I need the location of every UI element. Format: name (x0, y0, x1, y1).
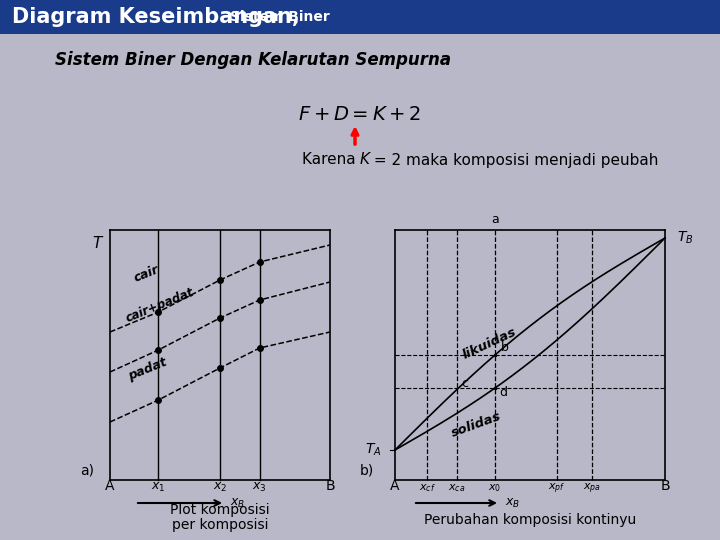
Text: = 2 maka komposisi menjadi peubah: = 2 maka komposisi menjadi peubah (369, 152, 658, 167)
Text: per komposisi: per komposisi (172, 518, 269, 532)
Text: $T_A$: $T_A$ (365, 442, 381, 458)
Text: cair+padat: cair+padat (124, 286, 197, 325)
Text: $x_{ca}$: $x_{ca}$ (449, 482, 466, 494)
Text: A: A (105, 479, 114, 493)
Text: Plot komposisi: Plot komposisi (170, 503, 270, 517)
Text: c: c (461, 377, 468, 390)
Text: cair: cair (132, 263, 161, 285)
Text: $x_{pf}$: $x_{pf}$ (548, 481, 566, 496)
Text: Sistem Biner Dengan Kelarutan Sempurna: Sistem Biner Dengan Kelarutan Sempurna (55, 51, 451, 69)
Text: $x_{pa}$: $x_{pa}$ (583, 481, 601, 496)
Text: $F + D = K + 2$: $F + D = K + 2$ (298, 105, 422, 125)
Text: $T$: $T$ (92, 235, 104, 251)
Text: $x_0$: $x_0$ (488, 482, 502, 494)
Text: a): a) (80, 464, 94, 478)
Text: a: a (491, 213, 499, 226)
Text: d: d (499, 386, 507, 399)
Text: B: B (325, 479, 335, 493)
Text: Perubahan komposisi kontinyu: Perubahan komposisi kontinyu (424, 513, 636, 527)
Text: Karena: Karena (302, 152, 360, 167)
Text: b): b) (360, 464, 374, 478)
Text: padat: padat (126, 356, 168, 383)
Text: b: b (501, 341, 509, 354)
Text: Sistem Biner: Sistem Biner (230, 10, 330, 24)
Text: $x_B$: $x_B$ (230, 496, 246, 510)
Text: $x_B$: $x_B$ (505, 496, 520, 510)
Text: $T_B$: $T_B$ (677, 230, 693, 246)
Text: solidas: solidas (449, 410, 503, 440)
Text: $x_3$: $x_3$ (252, 481, 267, 494)
Text: likuidas: likuidas (461, 326, 519, 362)
Bar (0, 0, 720, 34)
Text: Diagram Keseimbangan,: Diagram Keseimbangan, (12, 7, 300, 27)
Text: A: A (390, 479, 400, 493)
Text: $x_1$: $x_1$ (151, 481, 166, 494)
Text: $x_{cf}$: $x_{cf}$ (419, 482, 436, 494)
Text: B: B (660, 479, 670, 493)
Text: K: K (360, 152, 370, 167)
Text: $x_2$: $x_2$ (213, 481, 228, 494)
